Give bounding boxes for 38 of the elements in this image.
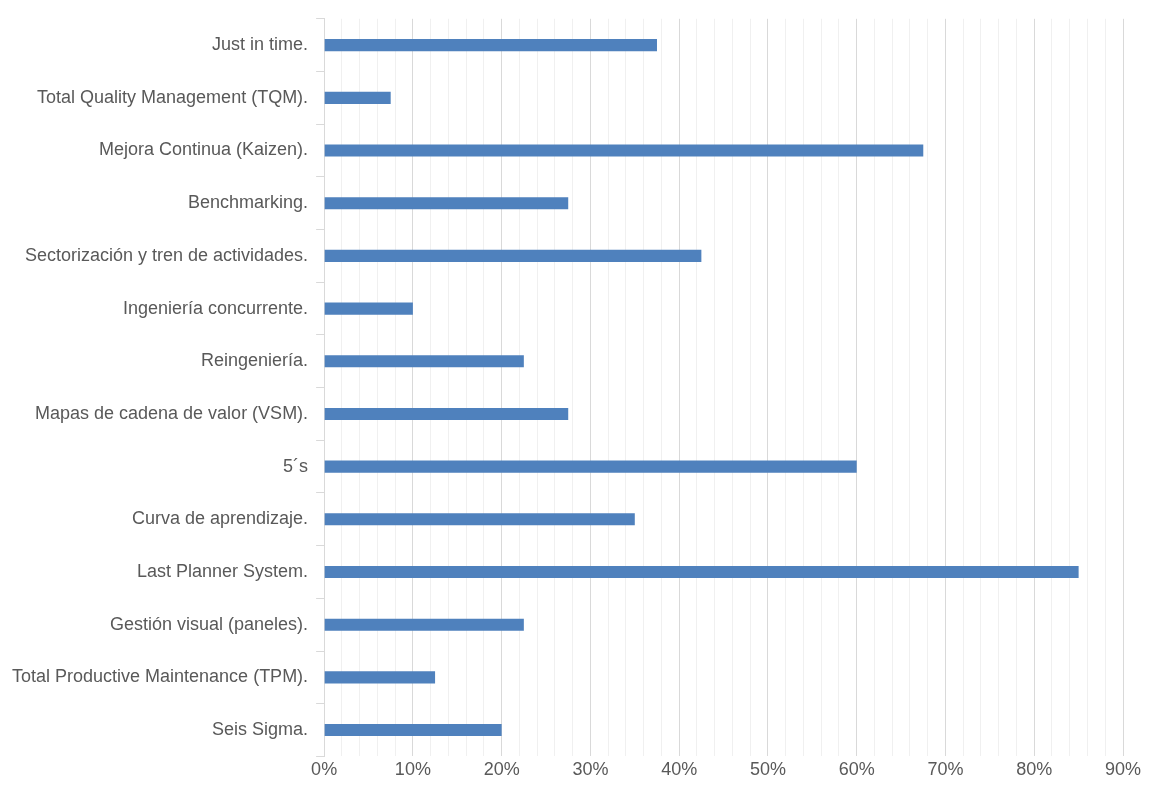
x-tick-label: 20% — [483, 759, 520, 780]
x-tick-label: 60% — [838, 759, 875, 780]
bar — [324, 39, 657, 52]
bar — [324, 618, 524, 631]
bar — [324, 724, 502, 737]
bar — [324, 249, 702, 262]
x-tick-label: 40% — [661, 759, 698, 780]
bar — [324, 144, 924, 157]
y-tick-label: Mejora Continua (Kaizen). — [99, 139, 309, 160]
bar — [324, 513, 635, 526]
y-tick-label: Reingeniería. — [201, 350, 309, 371]
x-tick-label: 80% — [1016, 759, 1053, 780]
y-tick-label: Last Planner System. — [137, 560, 309, 581]
x-tick-label: 30% — [572, 759, 609, 780]
y-tick-label: Seis Sigma. — [212, 719, 309, 740]
y-tick-label: Gestión visual (paneles). — [110, 613, 309, 634]
bar — [324, 355, 524, 368]
y-tick-label: Total Productive Maintenance (TPM). — [12, 666, 309, 687]
y-tick-label: Just in time. — [212, 34, 309, 55]
bar — [324, 91, 391, 104]
x-tick-label: 90% — [1104, 759, 1142, 780]
y-tick-label: Curva de aprendizaje. — [132, 508, 309, 529]
bar — [324, 460, 857, 473]
y-tick-label: Sectorización y tren de actividades. — [24, 244, 309, 265]
x-tick-label: 70% — [927, 759, 964, 780]
y-tick-label: Benchmarking. — [188, 192, 309, 213]
y-tick-label: Mapas de cadena de valor (VSM). — [34, 402, 309, 423]
bar — [324, 302, 413, 315]
x-tick-label: 50% — [749, 759, 786, 780]
bar — [324, 197, 569, 210]
bar — [324, 407, 569, 420]
bar — [324, 671, 436, 684]
x-tick-label: 0% — [311, 759, 338, 780]
y-tick-label: 5´s — [283, 455, 309, 476]
x-tick-label: 10% — [394, 759, 431, 780]
y-tick-label: Ingeniería concurrente. — [123, 297, 309, 318]
y-tick-label: Total Quality Management (TQM). — [37, 86, 309, 107]
bar — [324, 565, 1079, 579]
